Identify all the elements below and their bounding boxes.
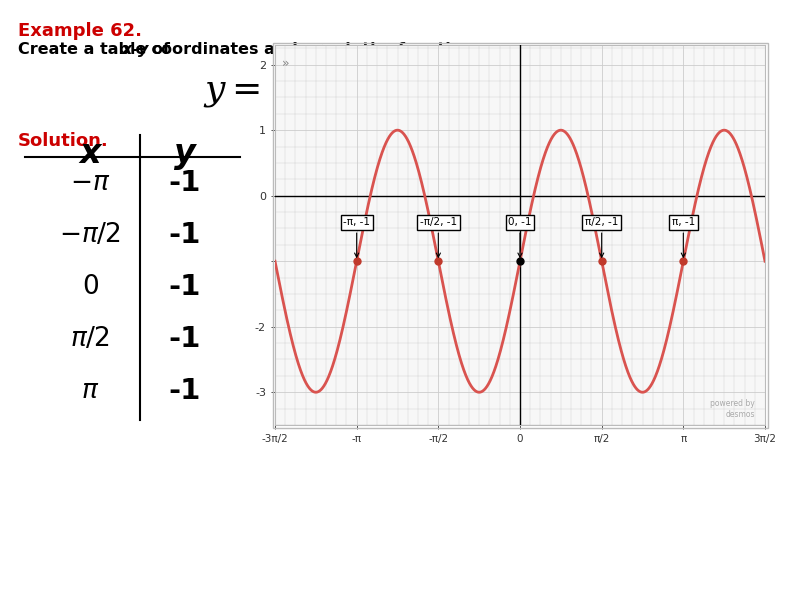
Text: -π, -1: -π, -1 bbox=[343, 217, 370, 257]
Text: 0, -1: 0, -1 bbox=[508, 217, 532, 257]
Text: »: » bbox=[282, 56, 290, 70]
Text: π, -1: π, -1 bbox=[672, 217, 695, 257]
Text: -1: -1 bbox=[169, 377, 201, 405]
Text: $0$: $0$ bbox=[82, 274, 98, 300]
Text: $\pi$: $\pi$ bbox=[81, 378, 99, 404]
Text: -1: -1 bbox=[169, 169, 201, 197]
Text: -1: -1 bbox=[169, 273, 201, 301]
Text: $-\pi$: $-\pi$ bbox=[70, 170, 110, 196]
Text: -1: -1 bbox=[169, 221, 201, 249]
Text: x: x bbox=[79, 137, 101, 170]
Text: $y = -2\,\mathrm{sin}(2x + \pi) - 1$: $y = -2\,\mathrm{sin}(2x + \pi) - 1$ bbox=[202, 70, 598, 109]
Text: Solution.: Solution. bbox=[18, 132, 109, 150]
Text: -π/2, -1: -π/2, -1 bbox=[420, 217, 457, 257]
Text: $-\pi/2$: $-\pi/2$ bbox=[59, 222, 121, 248]
Text: $\pi/2$: $\pi/2$ bbox=[70, 326, 110, 352]
Text: Example 62.: Example 62. bbox=[18, 22, 142, 40]
Text: coordinates and graph the function.: coordinates and graph the function. bbox=[146, 42, 479, 57]
Text: -1: -1 bbox=[169, 325, 201, 353]
Text: x-y: x-y bbox=[122, 42, 150, 57]
Text: Create a table of: Create a table of bbox=[18, 42, 176, 57]
Text: π/2, -1: π/2, -1 bbox=[585, 217, 618, 257]
Text: powered by
desmos: powered by desmos bbox=[710, 399, 755, 419]
Text: y: y bbox=[174, 137, 196, 170]
